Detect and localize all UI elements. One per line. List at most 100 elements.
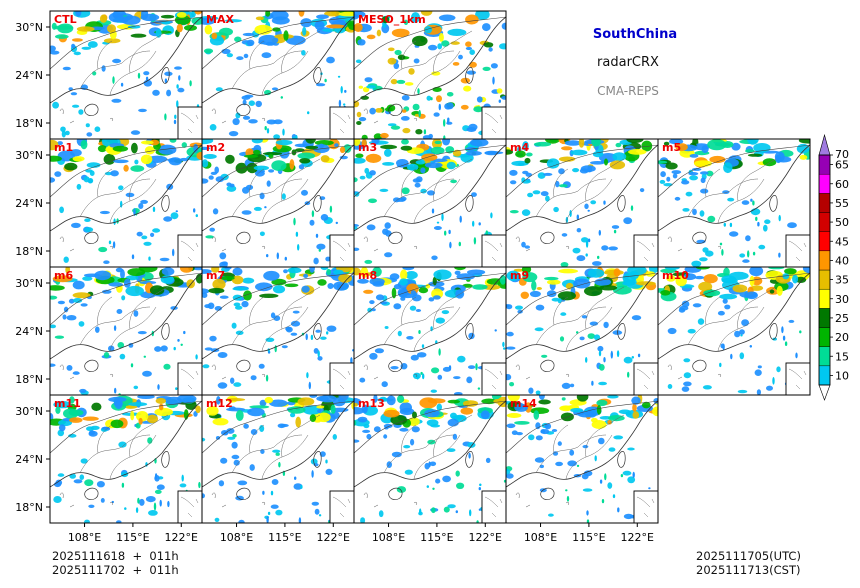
echo-cell [792,274,799,284]
echo-cell [270,490,274,496]
echo-cell [338,11,354,17]
echo-cell [179,483,187,488]
echo-cell [313,257,319,265]
echo-cell [407,163,419,171]
echo-cell [72,104,80,108]
echo-cell [275,509,283,516]
echo-cell [411,294,422,302]
echo-cell [469,509,472,517]
echo-cell [202,269,212,274]
echo-cell [468,365,476,369]
echo-cell [737,389,748,394]
echo-cell [477,387,481,390]
echo-cell [369,352,378,360]
echo-cell [535,422,541,430]
echo-cell [53,400,72,409]
y-tick-label: 30°N [15,149,43,162]
echo-cell [202,437,206,442]
echo-cell [95,326,100,333]
echo-cell [521,241,526,248]
valid-time-utc: 2025111705(UTC) [696,549,801,563]
echo-cell [561,397,566,401]
echo-cell [778,252,781,258]
echo-cell [678,307,686,313]
echo-cell [543,172,553,176]
echo-cell [469,139,489,147]
echo-cell [145,76,149,82]
echo-cell [76,183,82,190]
echo-cell [203,154,217,159]
colorbar-tick-label: 60 [835,178,849,191]
x-tick-label: 115°E [420,531,453,544]
echo-cell [420,11,433,16]
echo-cell [700,177,706,184]
echo-cell [682,208,690,212]
echo-cell [768,267,785,270]
echo-cell [264,396,273,404]
panel-m13: m13 [353,394,507,524]
echo-cell [361,134,368,139]
echo-cell [297,244,300,251]
echo-cell [402,127,411,134]
echo-cell [412,35,428,47]
echo-cell [72,292,91,299]
echo-cell [451,415,465,420]
echo-cell [441,213,444,221]
echo-cell [447,399,460,404]
colorbar-tick-label: 20 [835,331,849,344]
echo-cell [360,95,369,100]
echo-cell [88,430,95,436]
echo-cell [674,196,681,201]
echo-cell [372,267,382,277]
echo-cell [391,28,410,38]
echo-cell [164,71,173,76]
echo-cell [101,426,110,430]
panel-label: m10 [662,269,689,282]
echo-cell [473,237,477,245]
echo-cell [359,175,366,180]
echo-cell [426,485,429,488]
echo-cell [314,20,325,31]
echo-cell [410,290,417,295]
echo-cell [176,100,179,108]
echo-cell [521,177,526,182]
echo-cell [466,376,473,384]
echo-cell [125,285,144,297]
echo-cell [320,336,327,340]
echo-cell [368,198,377,204]
echo-cell [63,306,69,313]
echo-cell [490,212,493,219]
echo-cell [350,357,353,365]
echo-cell [460,77,471,84]
echo-cell [287,267,302,274]
echo-cell [269,399,288,407]
echo-cell [784,268,797,275]
echo-cell [764,219,771,224]
echo-cell [404,469,413,475]
echo-cell [781,326,784,334]
echo-cell [212,208,219,215]
echo-cell [484,150,499,156]
echo-cell [57,473,65,477]
echo-cell [133,310,139,317]
echo-cell [278,461,281,468]
echo-cell [344,89,347,93]
echo-cell [721,249,724,256]
echo-cell [70,92,78,96]
echo-cell [140,199,148,204]
echo-cell [366,224,376,231]
echo-cell [703,274,718,284]
echo-cell [366,433,372,440]
echo-cell [298,164,305,170]
echo-cell [522,141,529,151]
echo-cell [86,162,101,168]
echo-cell [155,397,166,404]
echo-cell [326,56,335,64]
echo-cell [576,228,582,233]
echo-cell [502,341,505,348]
echo-cell [53,25,74,30]
echo-cell [506,468,511,475]
echo-cell [116,218,119,224]
echo-cell [557,291,576,301]
radar-echo-field [50,139,202,267]
